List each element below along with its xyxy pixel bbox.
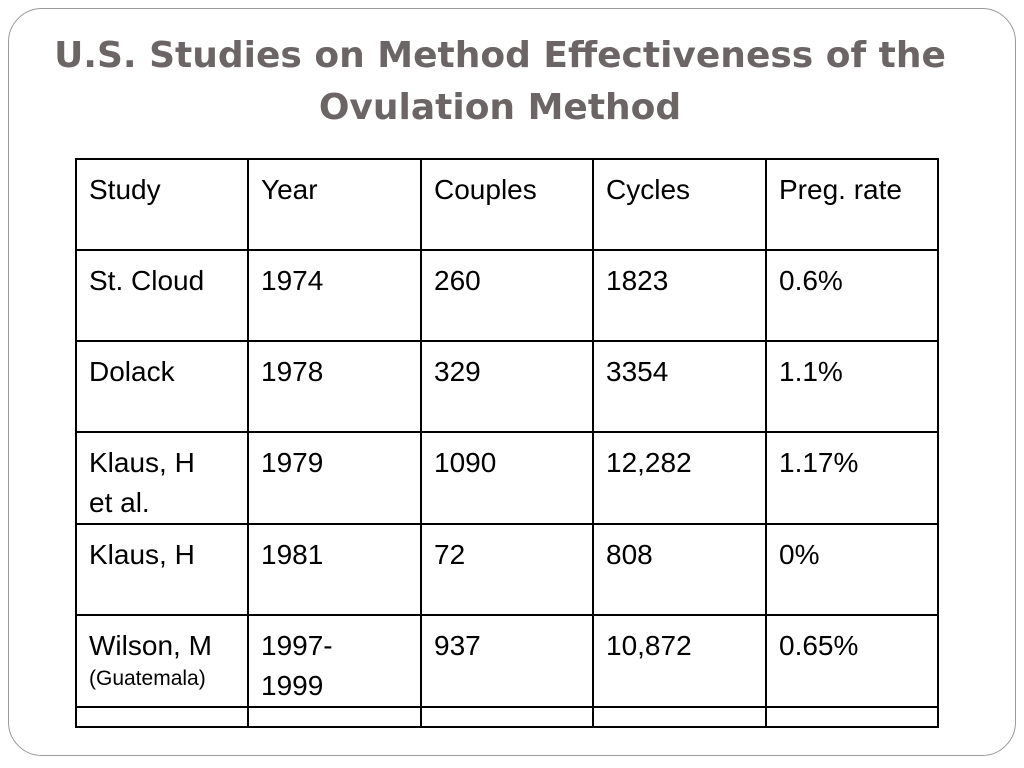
cell-study-name: Wilson, M	[89, 630, 212, 661]
cell-study: Dolack	[75, 340, 249, 433]
studies-table: Study Year Couples Cycles Preg. rate St.…	[75, 158, 939, 728]
cell-empty	[75, 706, 249, 728]
cell-year: 1981	[247, 523, 422, 616]
cell-year: 1974	[247, 249, 422, 342]
cell-cycles: 10,872	[592, 614, 767, 708]
cell-empty	[765, 706, 939, 728]
slide-title-line-1: U.S. Studies on Method Effectiveness of …	[54, 35, 946, 76]
cell-study: Wilson, M (Guatemala)	[75, 614, 249, 708]
header-year: Year	[247, 158, 422, 251]
cell-cycles: 3354	[592, 340, 767, 433]
cell-couples: 1090	[420, 431, 594, 525]
header-preg-rate: Preg. rate	[765, 158, 939, 251]
cell-year: 1979	[247, 431, 422, 525]
cell-couples: 72	[420, 523, 594, 616]
cell-preg-rate: 0%	[765, 523, 939, 616]
cell-preg-rate: 1.17%	[765, 431, 939, 525]
cell-preg-rate: 0.65%	[765, 614, 939, 708]
table-row: Klaus, H et al. 1979 1090 12,282 1.17%	[75, 431, 939, 525]
header-cycles: Cycles	[592, 158, 767, 251]
cell-year: 1978	[247, 340, 422, 433]
cell-preg-rate: 0.6%	[765, 249, 939, 342]
header-study: Study	[75, 158, 249, 251]
slide-title: U.S. Studies on Method Effectiveness of …	[40, 30, 960, 134]
cell-year-line-2: 1999	[261, 670, 324, 701]
slide-title-line-2: Ovulation Method	[318, 87, 682, 128]
table-header-row: Study Year Couples Cycles Preg. rate	[75, 158, 939, 251]
cell-couples: 260	[420, 249, 594, 342]
cell-study: Klaus, H	[75, 523, 249, 616]
table-row: St. Cloud 1974 260 1823 0.6%	[75, 249, 939, 342]
header-couples: Couples	[420, 158, 594, 251]
table-row-cut-off	[75, 706, 939, 728]
cell-couples: 329	[420, 340, 594, 433]
cell-preg-rate: 1.1%	[765, 340, 939, 433]
cell-year-line-1: 1997-	[261, 630, 333, 661]
cell-study-line-1: Klaus, H	[89, 447, 195, 478]
cell-study: St. Cloud	[75, 249, 249, 342]
cell-cycles: 1823	[592, 249, 767, 342]
cell-couples: 937	[420, 614, 594, 708]
cell-empty	[420, 706, 594, 728]
cell-empty	[247, 706, 422, 728]
cell-cycles: 808	[592, 523, 767, 616]
table-row: Klaus, H 1981 72 808 0%	[75, 523, 939, 616]
cell-year: 1997- 1999	[247, 614, 422, 708]
cell-cycles: 12,282	[592, 431, 767, 525]
cell-study: Klaus, H et al.	[75, 431, 249, 525]
table-row: Dolack 1978 329 3354 1.1%	[75, 340, 939, 433]
cell-empty	[592, 706, 767, 728]
cell-study-note: (Guatemala)	[89, 667, 206, 690]
table-row: Wilson, M (Guatemala) 1997- 1999 937 10,…	[75, 614, 939, 708]
cell-study-line-2: et al.	[89, 487, 150, 518]
